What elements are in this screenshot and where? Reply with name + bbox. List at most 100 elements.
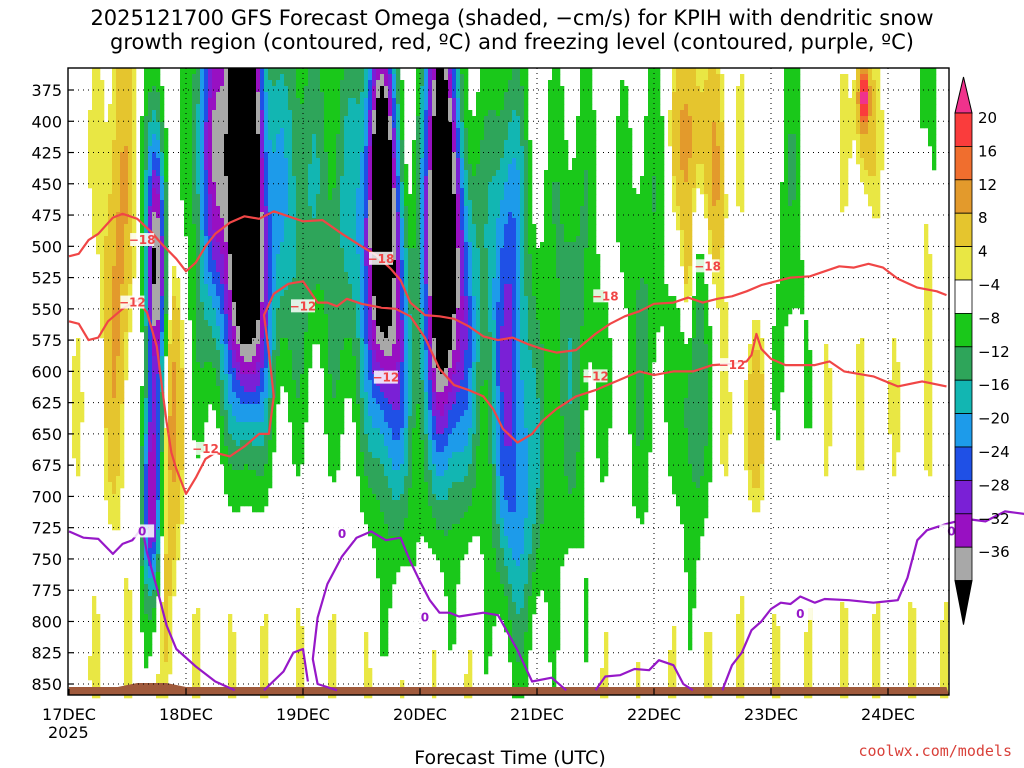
omega-cell xyxy=(112,194,117,201)
omega-cell xyxy=(168,662,173,669)
omega-cell xyxy=(236,482,241,489)
omega-cell xyxy=(360,494,365,501)
omega-cell xyxy=(124,374,129,381)
omega-cell xyxy=(268,170,273,177)
omega-cell xyxy=(228,314,233,321)
omega-cell xyxy=(252,446,257,453)
omega-cell xyxy=(376,464,381,471)
omega-cell xyxy=(120,254,125,261)
omega-cell xyxy=(180,350,185,357)
omega-cell xyxy=(216,356,221,363)
omega-cell xyxy=(88,662,93,669)
omega-cell xyxy=(344,380,349,387)
omega-cell xyxy=(204,374,209,381)
omega-cell xyxy=(268,182,273,189)
omega-cell xyxy=(284,326,289,333)
omega-cell xyxy=(112,200,117,207)
omega-cell xyxy=(272,428,277,435)
omega-cell xyxy=(264,470,269,477)
omega-cell xyxy=(232,668,237,675)
omega-cell xyxy=(192,158,197,165)
omega-cell xyxy=(104,212,109,219)
omega-cell xyxy=(152,92,157,99)
omega-cell xyxy=(380,212,385,219)
omega-cell xyxy=(248,218,253,225)
omega-cell xyxy=(368,314,373,321)
omega-cell xyxy=(368,452,373,459)
omega-cell xyxy=(124,644,129,651)
omega-cell xyxy=(256,458,261,465)
omega-cell xyxy=(236,74,241,81)
omega-cell xyxy=(128,188,133,195)
omega-cell xyxy=(356,380,361,387)
omega-cell xyxy=(96,668,101,675)
omega-cell xyxy=(332,326,337,333)
omega-cell xyxy=(224,380,229,387)
omega-cell xyxy=(120,218,125,225)
omega-cell xyxy=(152,254,157,261)
omega-cell xyxy=(288,80,293,87)
omega-cell xyxy=(180,356,185,363)
omega-cell xyxy=(348,338,353,345)
omega-cell xyxy=(188,182,193,189)
omega-cell xyxy=(344,122,349,129)
omega-cell xyxy=(224,440,229,447)
omega-cell xyxy=(116,290,121,297)
omega-cell xyxy=(180,464,185,471)
omega-cell xyxy=(360,104,365,111)
omega-cell xyxy=(328,212,333,219)
omega-cell xyxy=(128,248,133,255)
omega-cell xyxy=(380,584,385,591)
omega-cell xyxy=(160,326,165,333)
omega-cell xyxy=(168,338,173,345)
omega-cell xyxy=(196,392,201,399)
omega-cell xyxy=(336,230,341,237)
omega-cell xyxy=(304,380,309,387)
omega-cell xyxy=(360,128,365,135)
omega-cell xyxy=(380,152,385,159)
omega-cell xyxy=(140,398,145,405)
omega-cell xyxy=(264,434,269,441)
omega-cell xyxy=(212,188,217,195)
omega-cell xyxy=(168,344,173,351)
omega-cell xyxy=(372,116,377,123)
omega-cell xyxy=(368,482,373,489)
omega-cell xyxy=(92,602,97,609)
omega-cell xyxy=(332,170,337,177)
omega-cell xyxy=(380,206,385,213)
omega-cell xyxy=(236,410,241,417)
omega-cell xyxy=(236,500,241,507)
omega-cell xyxy=(256,140,261,147)
omega-cell xyxy=(120,92,125,99)
omega-cell xyxy=(164,302,169,309)
omega-cell xyxy=(300,452,305,459)
omega-cell xyxy=(380,224,385,231)
omega-cell xyxy=(192,356,197,363)
omega-cell xyxy=(248,344,253,351)
omega-cell xyxy=(204,248,209,255)
omega-cell xyxy=(336,116,341,123)
omega-cell xyxy=(212,362,217,369)
omega-cell xyxy=(288,152,293,159)
omega-cell xyxy=(128,278,133,285)
omega-cell xyxy=(276,242,281,249)
omega-cell xyxy=(324,398,329,405)
omega-cell xyxy=(140,134,145,141)
omega-cell xyxy=(148,182,153,189)
omega-cell xyxy=(332,146,337,153)
omega-cell xyxy=(336,170,341,177)
omega-cell xyxy=(132,218,137,225)
omega-cell xyxy=(384,230,389,237)
omega-cell xyxy=(260,332,265,339)
omega-cell xyxy=(212,68,217,75)
omega-cell xyxy=(104,350,109,357)
omega-cell xyxy=(240,470,245,477)
omega-cell xyxy=(220,128,225,135)
omega-cell xyxy=(380,284,385,291)
omega-cell xyxy=(312,92,317,99)
omega-cell xyxy=(128,104,133,111)
omega-cell xyxy=(148,440,153,447)
omega-cell xyxy=(360,404,365,411)
omega-cell xyxy=(176,344,181,351)
omega-cell xyxy=(296,188,301,195)
